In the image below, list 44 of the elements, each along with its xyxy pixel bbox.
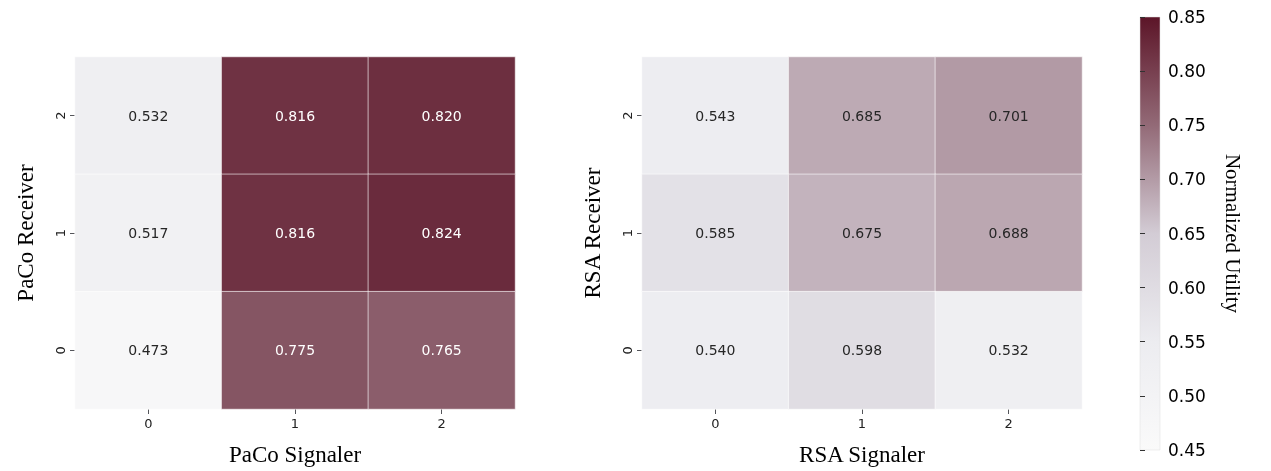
color-bar-title: Normalized Utility <box>1220 153 1245 314</box>
x-tick-label: 0 <box>144 416 153 431</box>
y-tick-label: 1 <box>620 228 635 238</box>
y-tick-label: 2 <box>53 111 68 120</box>
data-label: 0.816 <box>274 225 316 241</box>
data-label: 0.688 <box>988 225 1029 241</box>
y-tick-label: 2 <box>620 111 635 120</box>
data-label: 0.824 <box>421 225 462 241</box>
color-bar-label: 0.55 <box>1168 331 1206 352</box>
y-tick-label: 0 <box>53 346 68 355</box>
y-tick-label: 0 <box>620 346 635 355</box>
x-axis-title: RSA Signaler <box>799 442 926 467</box>
data-label: 0.701 <box>988 107 1029 124</box>
data-label: 0.532 <box>128 107 169 124</box>
color-bar-label: 0.65 <box>1168 223 1206 244</box>
color-bar-label: 0.70 <box>1168 169 1206 190</box>
data-label: 0.816 <box>274 107 316 124</box>
data-label: 0.685 <box>841 107 883 124</box>
data-label: 0.598 <box>841 342 883 359</box>
x-tick-label: 2 <box>1004 416 1013 431</box>
data-label: 0.473 <box>128 342 169 359</box>
color-bar-label: 0.80 <box>1168 61 1206 82</box>
x-tick-label: 1 <box>857 416 867 431</box>
data-label: 0.585 <box>695 225 736 241</box>
y-tick-label: 1 <box>53 228 68 238</box>
data-label: 0.775 <box>274 342 316 359</box>
data-label: 0.517 <box>128 225 169 241</box>
data-label: 0.820 <box>421 107 462 124</box>
color-bar-label: 0.45 <box>1168 440 1206 460</box>
data-label: 0.540 <box>695 342 736 359</box>
color-bar-label: 0.60 <box>1168 277 1206 298</box>
y-axis-title: RSA Receiver <box>580 167 605 299</box>
x-tick-label: 1 <box>290 416 300 431</box>
color-bar-label: 0.85 <box>1168 7 1206 27</box>
data-label: 0.675 <box>841 225 883 241</box>
data-label: 0.543 <box>695 107 736 124</box>
data-label: 0.765 <box>421 342 462 359</box>
color-bar-label: 0.75 <box>1168 115 1206 136</box>
y-axis-title: PaCo Receiver <box>13 164 38 302</box>
x-tick-label: 2 <box>437 416 446 431</box>
x-axis-title: PaCo Signaler <box>228 442 362 467</box>
x-tick-label: 0 <box>711 416 720 431</box>
color-bar-label: 0.50 <box>1168 385 1206 406</box>
data-label: 0.532 <box>988 342 1029 359</box>
